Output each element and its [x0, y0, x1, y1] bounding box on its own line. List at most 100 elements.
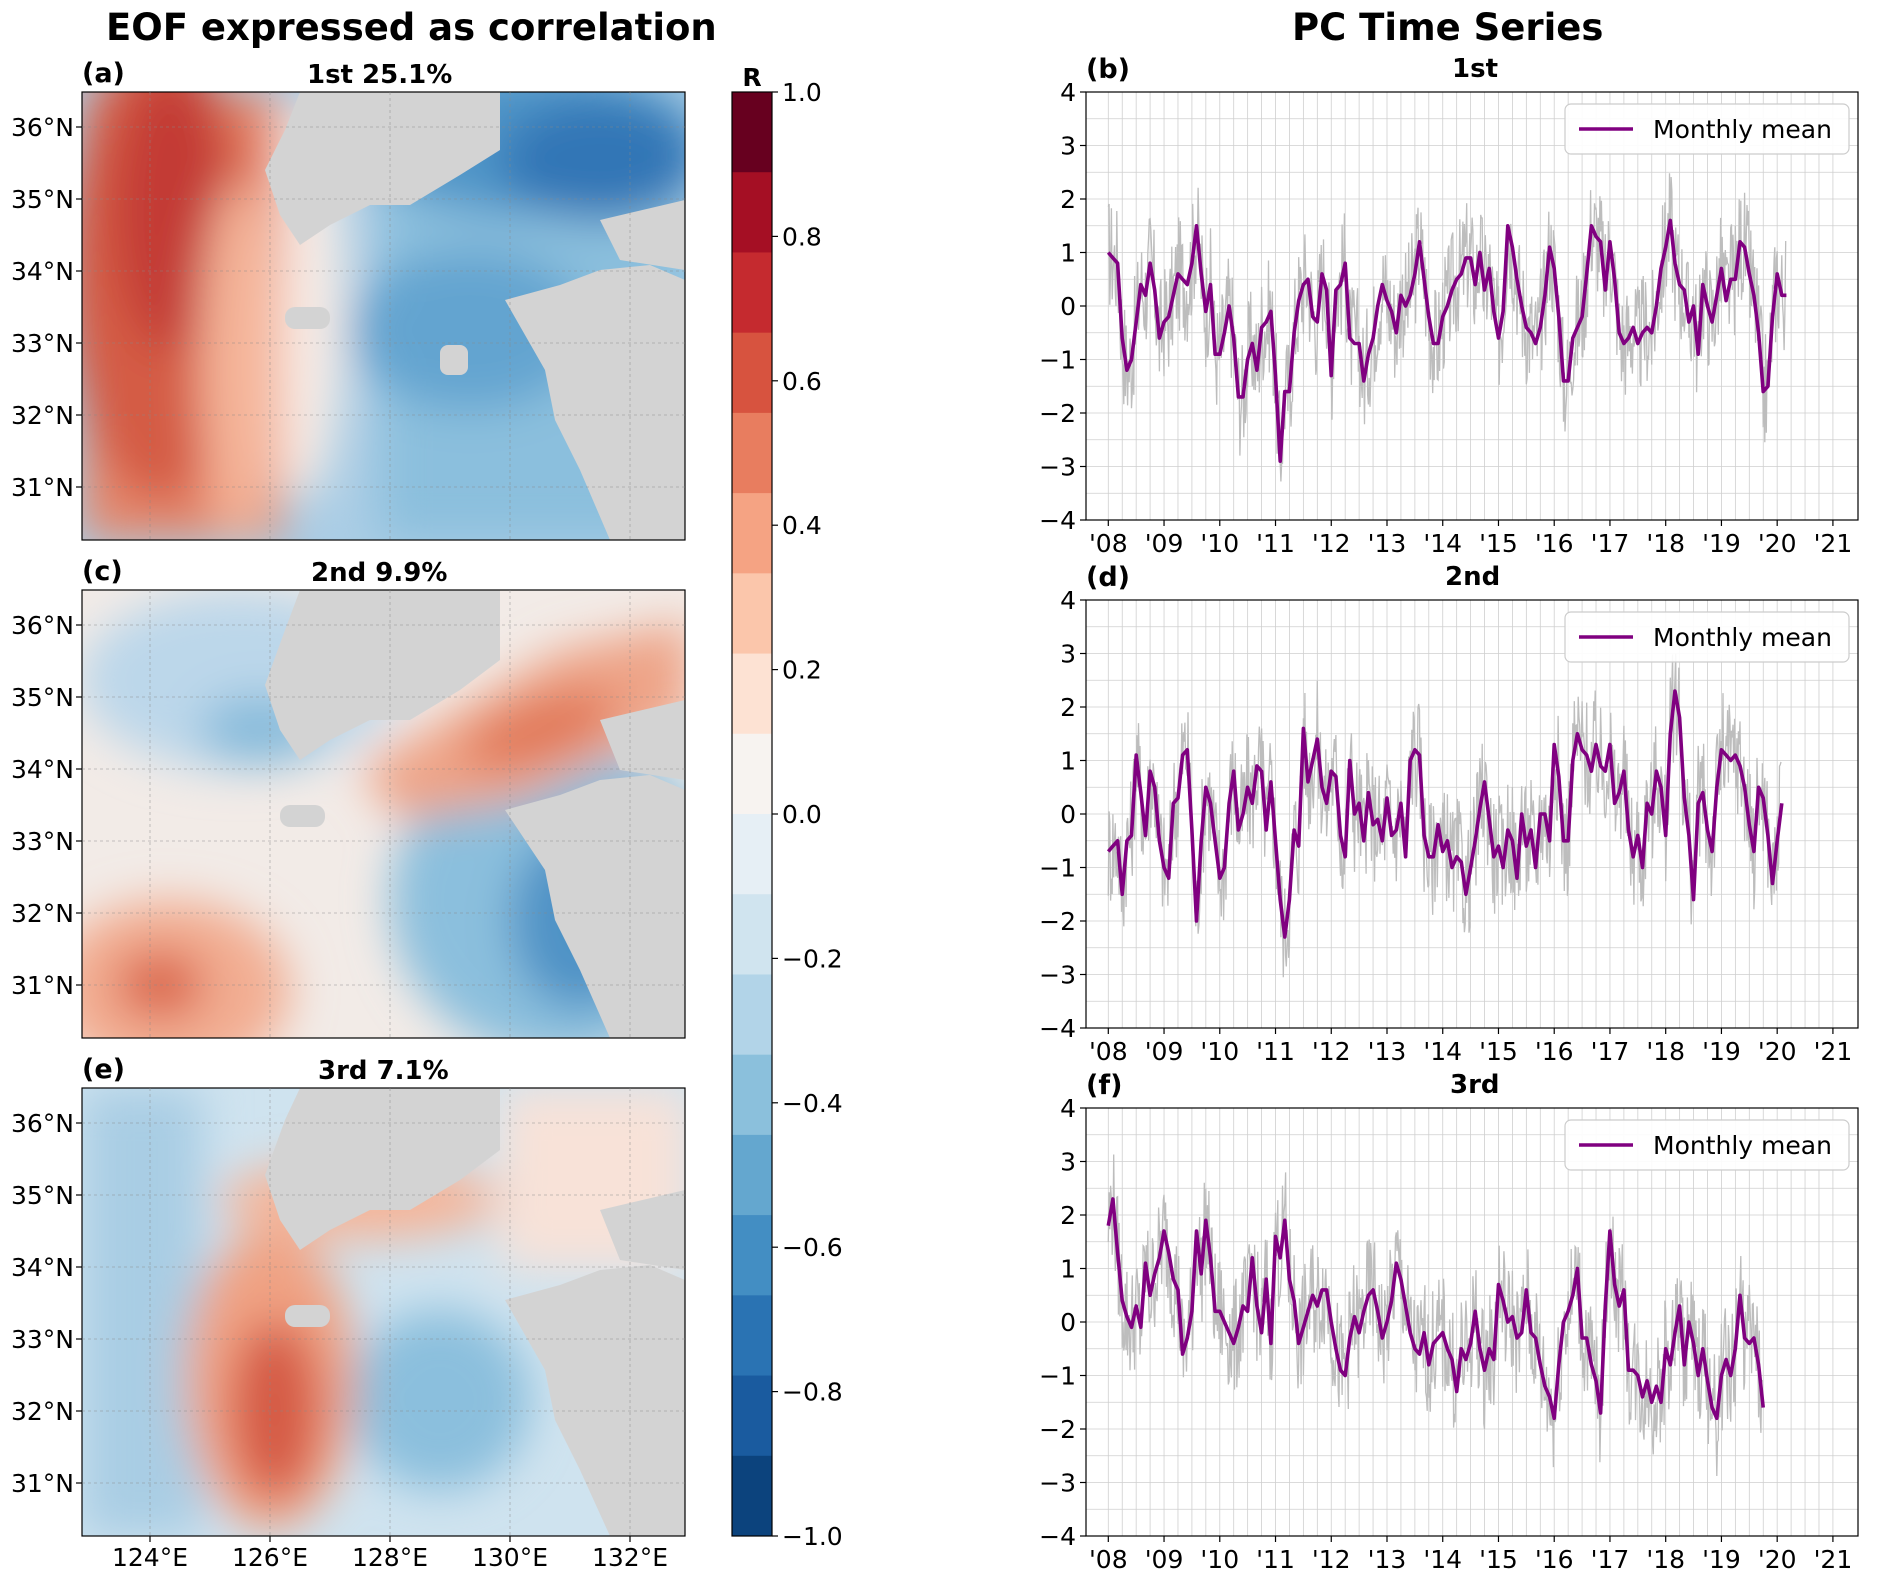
- map-lat-tick-label: 32°N: [11, 899, 74, 928]
- pc-x-tick-label: '17: [1591, 1037, 1630, 1066]
- pc-daily-series: [1107, 1154, 1764, 1477]
- pc-x-tick-label: '09: [1145, 529, 1184, 558]
- map-lat-tick-label: 31°N: [11, 1469, 74, 1498]
- pc-y-tick-label: 2: [1060, 185, 1076, 214]
- map-e-field: [82, 1088, 685, 1536]
- pc-x-tick-label: '09: [1145, 1037, 1184, 1066]
- pc-x-tick-label: '08: [1089, 1037, 1128, 1066]
- colorbar-segment: [732, 814, 772, 895]
- map-a-field: [82, 92, 685, 540]
- pc-x-tick-label: '12: [1312, 529, 1351, 558]
- pc-y-tick-label: −3: [1039, 453, 1076, 482]
- map-lat-tick-label: 34°N: [11, 1253, 74, 1282]
- pc-title-3rd: 3rd: [1450, 1070, 1500, 1100]
- pc-panel-label-b: (b): [1086, 54, 1131, 85]
- pc-y-tick-label: −2: [1039, 399, 1076, 428]
- pc-x-tick-label: '10: [1200, 1037, 1239, 1066]
- pc-y-tick-label: 3: [1060, 132, 1076, 161]
- eof-maps-figure: 36°N 35°N 34°N 33°N 32°N 31°N 36°N 35°N 34°N 33°N…: [11, 63, 843, 1572]
- pc-y-tick-label: 4: [1060, 1094, 1076, 1123]
- pc-legend-label: Monthly mean: [1653, 115, 1832, 144]
- pc-x-tick-label: '08: [1089, 529, 1128, 558]
- pc-daily-series: [1107, 173, 1787, 482]
- pc-y-tick-label: 4: [1060, 586, 1076, 615]
- pc-x-tick-label: '13: [1368, 529, 1407, 558]
- map-lat-tick-label: 35°N: [11, 683, 74, 712]
- map-lat-tick-label: 34°N: [11, 755, 74, 784]
- pc-x-tick-label: '14: [1423, 1037, 1462, 1066]
- pc-y-tick-label: −2: [1039, 907, 1076, 936]
- map-lon-tick-label: 124°E: [112, 1543, 188, 1572]
- colorbar-tick-label: 0.0: [782, 800, 822, 829]
- pc-x-tick-label: '18: [1646, 1037, 1685, 1066]
- left-main-title: EOF expressed as correlation: [106, 6, 717, 49]
- colorbar-segment: [732, 1215, 772, 1296]
- pc-x-tick-label: '19: [1702, 1037, 1741, 1066]
- map-lat-tick-label: 33°N: [11, 827, 74, 856]
- pc-legend: Monthly mean: [1564, 103, 1850, 155]
- pc-y-tick-label: −3: [1039, 1469, 1076, 1498]
- colorbar-segment: [732, 1375, 772, 1457]
- pc-plots: 4 3 2 1 0 −1 −2 −3 −4 '08 '09 '10 '11 '12 '13 '14 '15 '16…: [1039, 78, 1859, 1574]
- map-axes: 36°N 35°N 34°N 33°N 32°N 31°N 36°N 35°N 34°N 33°N…: [11, 92, 685, 1572]
- map-lat-tick-label: 36°N: [11, 1109, 74, 1138]
- pc-x-tick-label: '19: [1702, 1545, 1741, 1574]
- pc-x-tick-label: '10: [1200, 529, 1239, 558]
- colorbar-tick-label: 1.0: [782, 78, 822, 107]
- map-panel-label-a: (a): [82, 58, 125, 89]
- map-lon-tick-label: 128°E: [352, 1543, 428, 1572]
- pc-x-tick-label: '11: [1256, 1037, 1295, 1066]
- map-panel-label-e: (e): [82, 1054, 125, 1085]
- colorbar-tick-label: −0.8: [782, 1378, 843, 1407]
- colorbar-label: R: [742, 63, 761, 92]
- colorbar-tick-label: 0.8: [782, 222, 822, 251]
- pc-y-tick-label: −2: [1039, 1415, 1076, 1444]
- pc-x-tick-label: '21: [1814, 1545, 1853, 1574]
- colorbar-tick-label: −0.4: [782, 1089, 843, 1118]
- colorbar-tick-label: 0.6: [782, 367, 822, 396]
- map-lat-tick-label: 32°N: [11, 1397, 74, 1426]
- pc-x-tick-label: '14: [1423, 529, 1462, 558]
- pc-panel-0: 4 3 2 1 0 −1 −2 −3 −4 '08 '09 '10 '11 '12 '13 '14 '15 '16…: [1039, 78, 1859, 558]
- pc-x-tick-label: '11: [1256, 1545, 1295, 1574]
- pc-y-tick-label: 1: [1060, 239, 1076, 268]
- pc-panel-1: 4 3 2 1 0 −1 −2 −3 −4 '08 '09 '10 '11 '12 '13 '14 '15 '16…: [1039, 586, 1859, 1066]
- colorbar-segment: [732, 493, 772, 574]
- map-lat-tick-label: 35°N: [11, 1181, 74, 1210]
- map-lat-tick-label: 33°N: [11, 329, 74, 358]
- map-lon-tick-label: 132°E: [592, 1543, 668, 1572]
- colorbar-segment: [732, 653, 772, 735]
- pc-monthly-mean-line: [1106, 1197, 1765, 1421]
- map-lon-tick-label: 126°E: [232, 1543, 308, 1572]
- pc-y-tick-label: 3: [1060, 1148, 1076, 1177]
- pc-x-tick-label: '17: [1591, 529, 1630, 558]
- colorbar-tick-label: −0.6: [782, 1233, 843, 1262]
- pc-legend: Monthly mean: [1564, 1119, 1850, 1171]
- pc-x-tick-label: '11: [1256, 529, 1295, 558]
- colorbar-segment: [732, 252, 772, 334]
- pc-x-tick-label: '14: [1423, 1545, 1462, 1574]
- pc-x-tick-label: '10: [1200, 1545, 1239, 1574]
- pc-y-tick-label: 3: [1060, 640, 1076, 669]
- map-lat-tick-label: 36°N: [11, 611, 74, 640]
- pc-x-tick-label: '21: [1814, 529, 1853, 558]
- pc-y-tick-label: 2: [1060, 693, 1076, 722]
- pc-x-tick-label: '21: [1814, 1037, 1853, 1066]
- pc-x-tick-label: '12: [1312, 1037, 1351, 1066]
- pc-y-tick-label: 0: [1060, 1308, 1076, 1337]
- pc-legend-box: [1564, 611, 1850, 663]
- map-lon-tick-label: 130°E: [472, 1543, 548, 1572]
- pc-panel-label-f: (f): [1086, 1070, 1123, 1101]
- pc-y-tick-label: −3: [1039, 961, 1076, 990]
- map-lat-tick-label: 31°N: [11, 971, 74, 1000]
- colorbar-tick-label: −1.0: [782, 1522, 843, 1551]
- pc-panel-label-d: (d): [1086, 562, 1131, 593]
- pc-panel-2: 4 3 2 1 0 −1 −2 −3 −4 '08 '09 '10 '11 '12 '13 '14 '15 '16…: [1039, 1094, 1859, 1574]
- pc-legend-label: Monthly mean: [1653, 623, 1832, 652]
- map-lat-tick-label: 36°N: [11, 113, 74, 142]
- colorbar-tick-label: −0.2: [782, 944, 843, 973]
- colorbar-segment: [732, 412, 772, 494]
- map-lat-tick-label: 31°N: [11, 473, 74, 502]
- right-main-title: PC Time Series: [1292, 6, 1604, 49]
